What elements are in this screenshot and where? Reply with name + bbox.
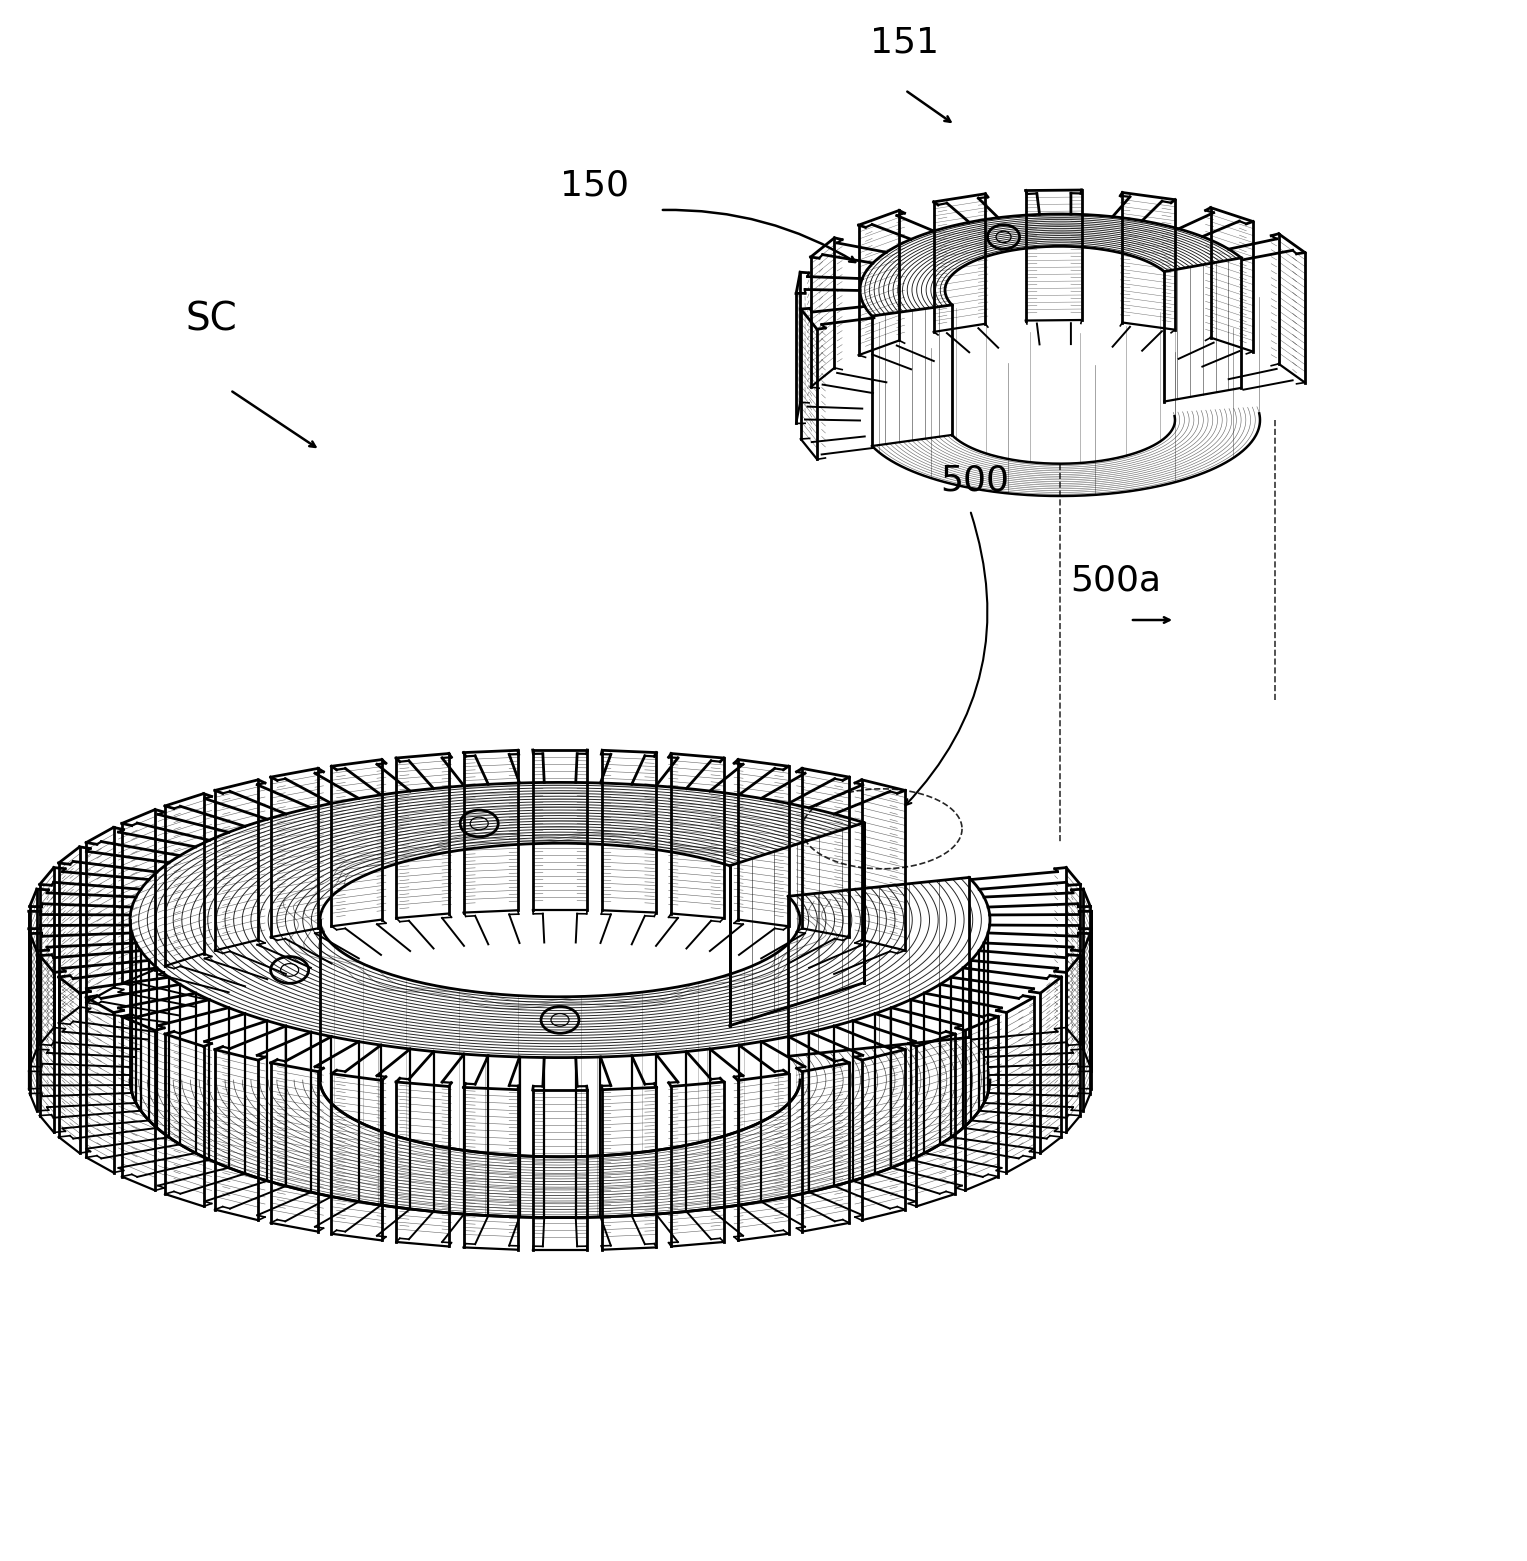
Text: SC: SC	[185, 300, 237, 339]
Text: 151: 151	[870, 25, 939, 59]
Text: 500: 500	[941, 464, 1009, 496]
Text: 150: 150	[560, 169, 629, 201]
Text: 500a: 500a	[1070, 564, 1161, 596]
